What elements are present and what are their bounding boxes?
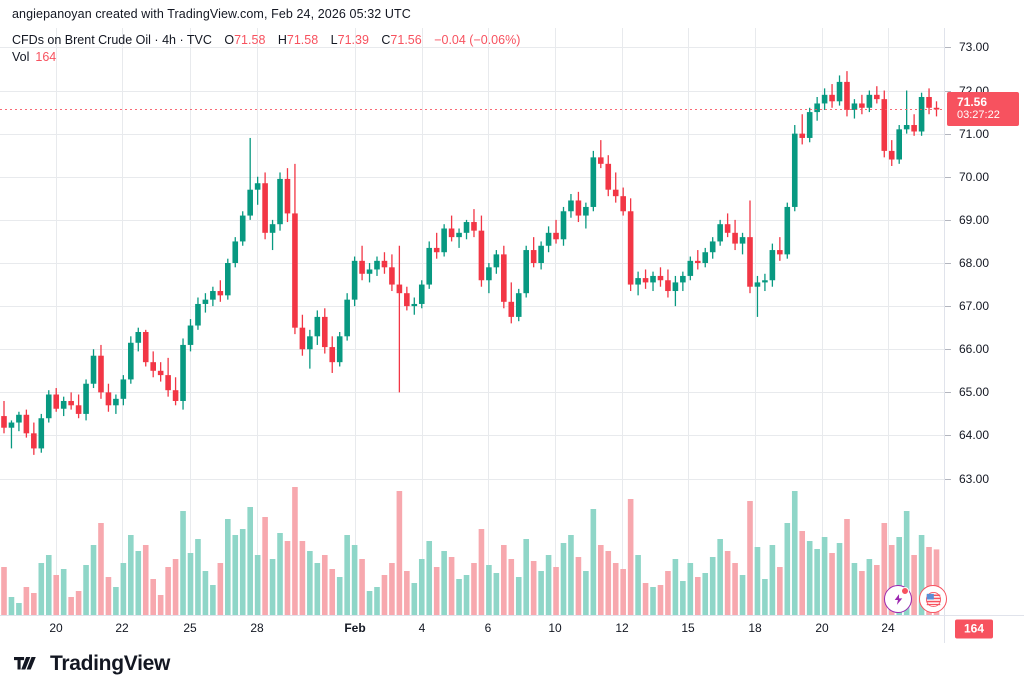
price-axis-tick-mark (945, 134, 951, 135)
replay-lightning-icon[interactable] (884, 585, 912, 613)
price-axis-tick-mark (945, 392, 951, 393)
price-axis-label: 63.00 (959, 471, 990, 486)
tradingview-logo-text: TradingView (50, 652, 171, 675)
axis-corner (944, 615, 1024, 643)
price-axis-tick-mark (945, 220, 951, 221)
price-axis-tick-mark (945, 435, 951, 436)
price-axis-label: 69.00 (959, 212, 990, 227)
tradingview-mark-icon (14, 657, 36, 670)
time-axis-label: Feb (344, 621, 366, 635)
price-axis-label: 66.00 (959, 342, 990, 357)
time-axis-label: 15 (681, 621, 695, 635)
price-axis-tick-mark (945, 47, 951, 48)
price-axis-tick-mark (945, 479, 951, 480)
price-axis-tick-mark (945, 263, 951, 264)
bar-countdown: 03:27:22 (957, 109, 1000, 122)
price-axis-label: 67.00 (959, 299, 990, 314)
attribution-text: angiepanoyan created with TradingView.co… (12, 7, 411, 21)
price-axis-tick-mark (945, 177, 951, 178)
time-axis-label: 12 (615, 621, 629, 635)
price-axis-label: 71.00 (959, 126, 990, 141)
lightning-bolt-glyph (894, 593, 902, 605)
price-axis-tick-mark (945, 306, 951, 307)
time-axis-label: 18 (748, 621, 762, 635)
volume-badge: 164 (955, 619, 994, 639)
chart-container[interactable]: CFDs on Brent Crude Oil · 4h · TVC O71.5… (0, 28, 1024, 643)
time-axis-label: 22 (115, 621, 129, 635)
time-axis-label: 24 (881, 621, 895, 635)
flag-globe-glyph (925, 591, 941, 607)
time-axis-label: 28 (250, 621, 264, 635)
time-axis-label: 20 (815, 621, 829, 635)
us-flag-globe-icon[interactable] (919, 585, 947, 613)
tradingview-logo: TradingView (14, 652, 170, 676)
price-axis-label: 64.00 (959, 428, 990, 443)
time-axis[interactable]: 20 22 25 28 Feb 4 6 10 12 15 18 20 24 (0, 615, 944, 643)
price-axis-label: 70.00 (959, 169, 990, 184)
time-axis-label: 25 (183, 621, 197, 635)
time-axis-label: 20 (49, 621, 63, 635)
notification-dot (901, 587, 909, 595)
candlestick-chart-svg (0, 28, 944, 615)
floating-toolbar[interactable] (884, 585, 947, 613)
price-axis-label: 73.00 (959, 40, 990, 55)
chart-plot-area[interactable] (0, 28, 944, 616)
time-axis-label: 6 (484, 621, 492, 635)
price-axis-label: 68.00 (959, 256, 990, 270)
current-price-value: 71.56 (957, 95, 988, 110)
time-axis-label: 10 (548, 621, 562, 635)
price-axis-tick-mark (945, 91, 951, 92)
price-axis-tick-mark (945, 349, 951, 350)
price-axis[interactable]: 71.56 03:27:22 164 63.00 64.00 65.00 66.00 6… (944, 28, 1024, 639)
price-axis-label: 65.00 (959, 385, 990, 400)
current-price-badge: 71.56 03:27:22 (947, 92, 1019, 127)
time-axis-label: 4 (418, 621, 426, 635)
